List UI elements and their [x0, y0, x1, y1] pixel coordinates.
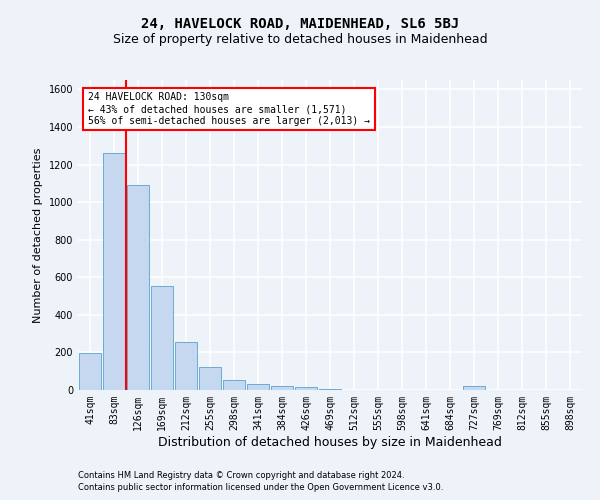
- X-axis label: Distribution of detached houses by size in Maidenhead: Distribution of detached houses by size …: [158, 436, 502, 448]
- Bar: [151, 286, 173, 390]
- Bar: [103, 154, 125, 390]
- Text: Contains public sector information licensed under the Open Government Licence v3: Contains public sector information licen…: [78, 484, 443, 492]
- Text: Size of property relative to detached houses in Maidenhead: Size of property relative to detached ho…: [113, 32, 487, 46]
- Bar: [271, 386, 293, 390]
- Bar: [223, 380, 245, 390]
- Text: Contains HM Land Registry data © Crown copyright and database right 2024.: Contains HM Land Registry data © Crown c…: [78, 471, 404, 480]
- Bar: [463, 386, 485, 390]
- Bar: [175, 342, 197, 390]
- Bar: [247, 384, 269, 390]
- Bar: [319, 389, 341, 390]
- Bar: [295, 387, 317, 390]
- Text: 24, HAVELOCK ROAD, MAIDENHEAD, SL6 5BJ: 24, HAVELOCK ROAD, MAIDENHEAD, SL6 5BJ: [141, 18, 459, 32]
- Y-axis label: Number of detached properties: Number of detached properties: [33, 148, 43, 322]
- Bar: [199, 368, 221, 390]
- Bar: [127, 185, 149, 390]
- Text: 24 HAVELOCK ROAD: 130sqm
← 43% of detached houses are smaller (1,571)
56% of sem: 24 HAVELOCK ROAD: 130sqm ← 43% of detach…: [88, 92, 370, 126]
- Bar: [79, 354, 101, 390]
